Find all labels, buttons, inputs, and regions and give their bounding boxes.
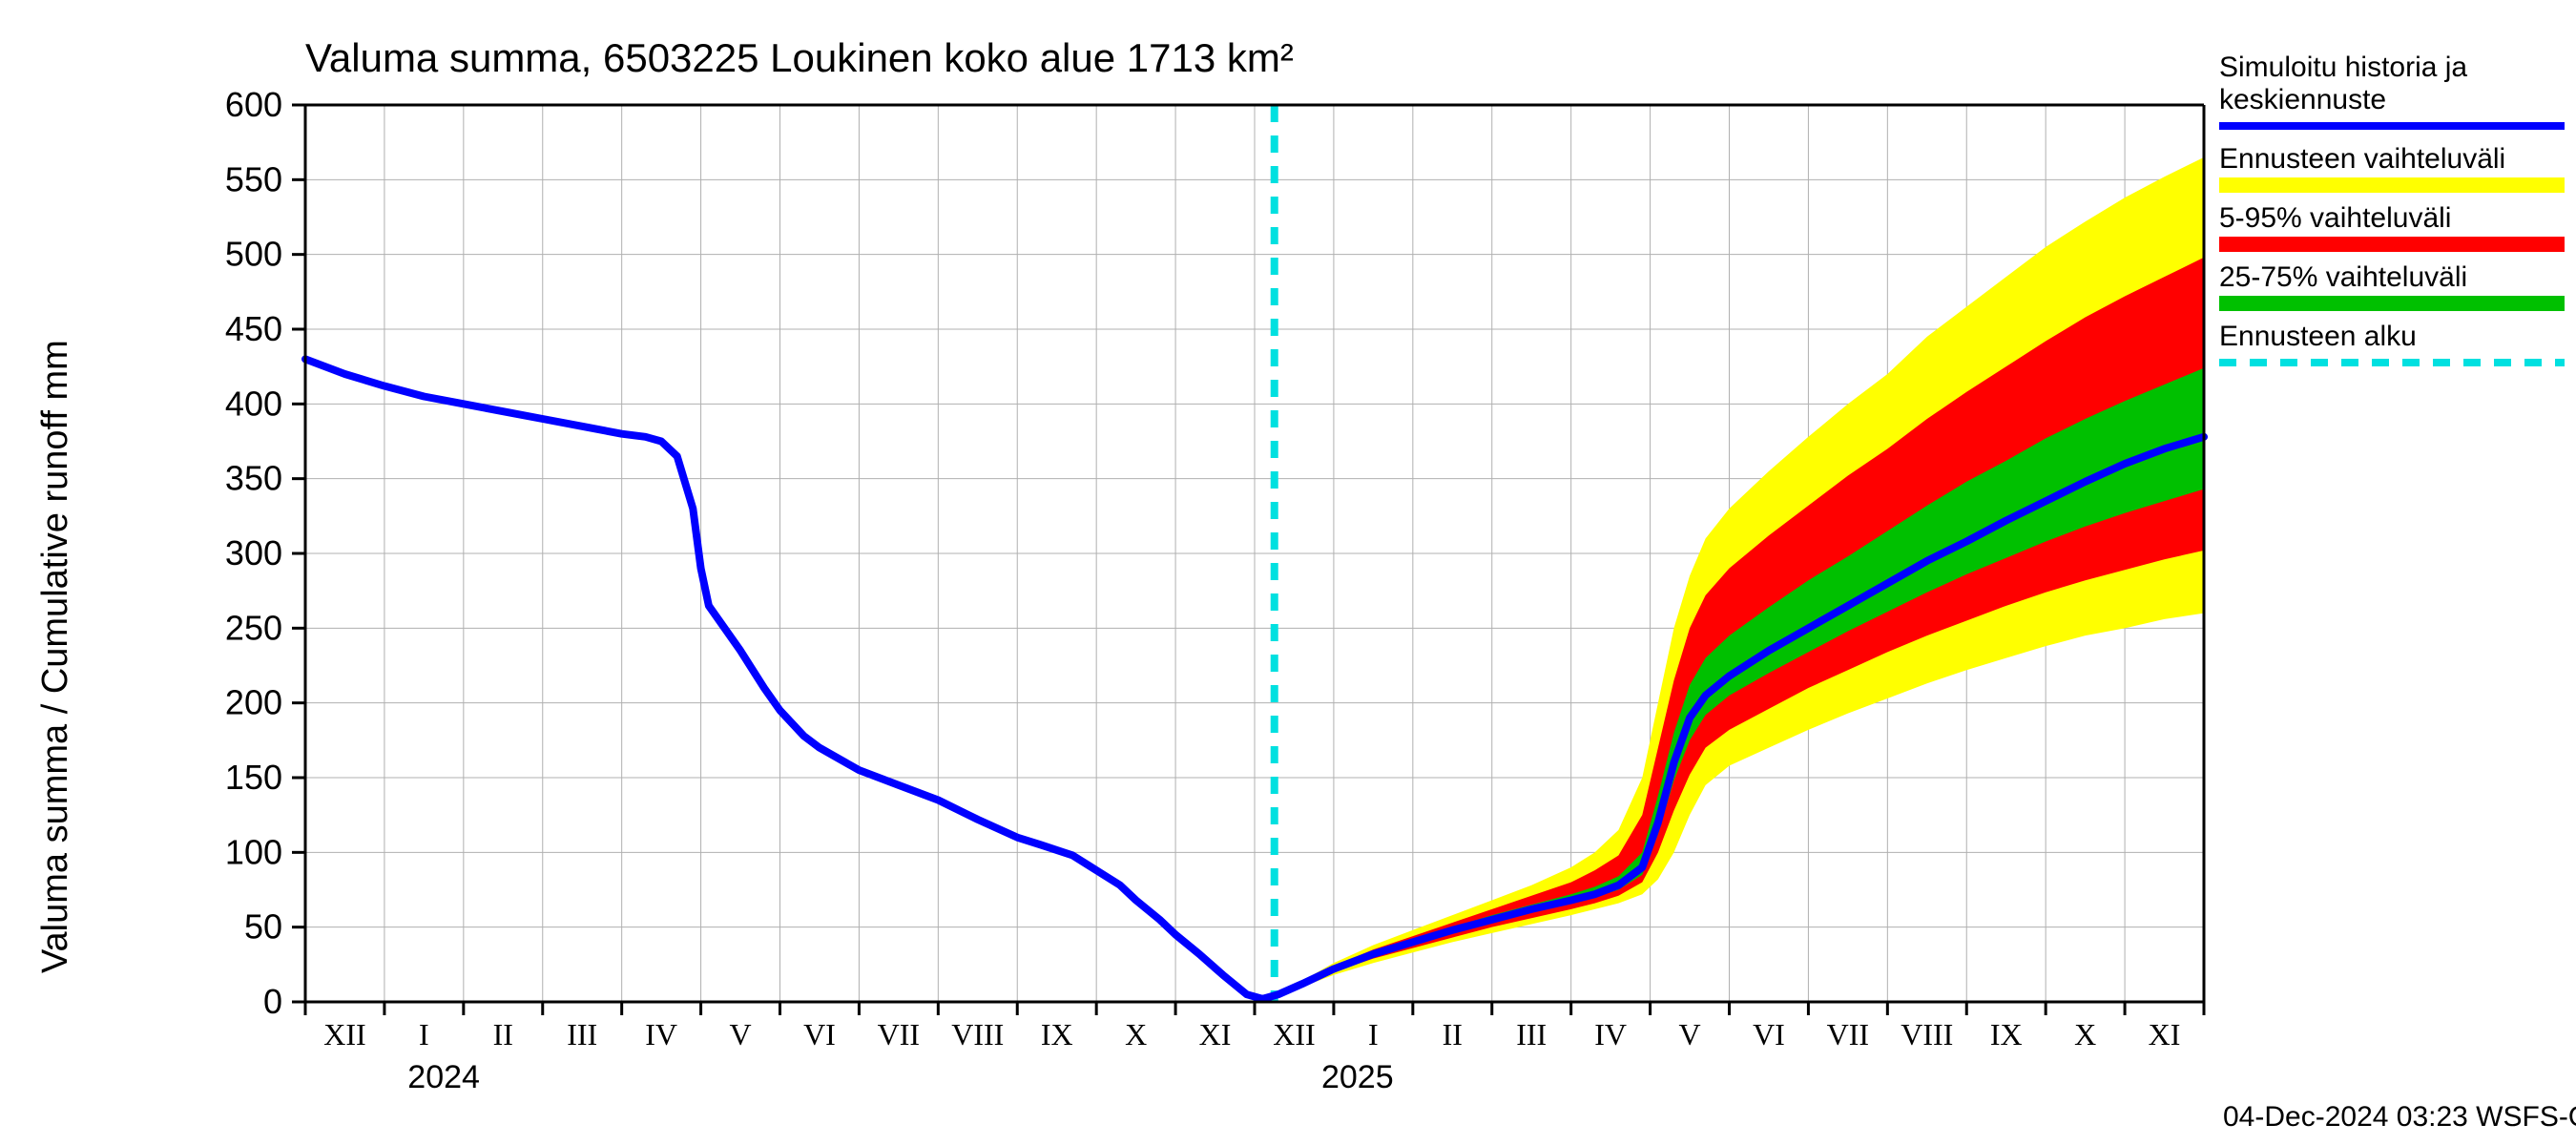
x-month-label: X xyxy=(2074,1017,2096,1051)
y-tick-label: 250 xyxy=(225,608,282,647)
y-tick-label: 450 xyxy=(225,309,282,348)
x-month-label: VI xyxy=(803,1017,836,1051)
x-month-label: XII xyxy=(323,1017,365,1051)
chart-title: Valuma summa, 6503225 Loukinen koko alue… xyxy=(305,35,1294,80)
x-month-label: VIII xyxy=(951,1017,1004,1051)
y-tick-label: 150 xyxy=(225,758,282,797)
x-month-label: XII xyxy=(1273,1017,1315,1051)
legend-label: Simuloitu historia ja xyxy=(2219,52,2467,83)
x-month-label: II xyxy=(493,1017,513,1051)
x-month-label: III xyxy=(1516,1017,1547,1051)
legend-swatch xyxy=(2219,177,2565,193)
y-tick-label: 600 xyxy=(225,85,282,124)
x-month-label: IX xyxy=(1990,1017,2023,1051)
legend-swatch xyxy=(2219,296,2565,311)
legend-label: keskiennuste xyxy=(2219,84,2386,115)
footer-text: 04-Dec-2024 03:23 WSFS-O xyxy=(2223,1101,2576,1133)
legend-swatch xyxy=(2219,237,2565,252)
x-month-label: I xyxy=(1368,1017,1379,1051)
y-axis-label: Valuma summa / Cumulative runoff mm xyxy=(35,340,75,973)
legend-label: 5-95% vaihteluväli xyxy=(2219,202,2451,234)
y-tick-label: 200 xyxy=(225,683,282,722)
x-month-label: IV xyxy=(645,1017,677,1051)
y-tick-label: 500 xyxy=(225,235,282,274)
y-tick-label: 50 xyxy=(244,907,282,947)
x-month-label: V xyxy=(1678,1017,1700,1051)
x-month-label: IX xyxy=(1041,1017,1073,1051)
legend-label: 25-75% vaihteluväli xyxy=(2219,261,2467,293)
x-month-label: VII xyxy=(1827,1017,1869,1051)
y-tick-label: 550 xyxy=(225,159,282,198)
runoff-chart: Valuma summa, 6503225 Loukinen koko alue… xyxy=(0,0,2576,1145)
x-month-label: III xyxy=(567,1017,597,1051)
x-month-label: II xyxy=(1443,1017,1463,1051)
x-month-label: VI xyxy=(1753,1017,1785,1051)
x-month-label: I xyxy=(419,1017,429,1051)
y-tick-label: 400 xyxy=(225,384,282,423)
x-month-label: VIII xyxy=(1901,1017,1953,1051)
plot-area: 050100150200250300350400450500550600XIII… xyxy=(225,85,2204,1095)
x-month-label: VII xyxy=(878,1017,920,1051)
y-tick-label: 350 xyxy=(225,459,282,498)
legend-label: Ennusteen alku xyxy=(2219,321,2417,352)
y-tick-label: 300 xyxy=(225,533,282,572)
x-month-label: XI xyxy=(1199,1017,1232,1051)
legend-label: Ennusteen vaihteluväli xyxy=(2219,143,2505,175)
x-month-label: IV xyxy=(1594,1017,1627,1051)
x-month-label: X xyxy=(1125,1017,1147,1051)
y-tick-label: 100 xyxy=(225,832,282,871)
legend: Simuloitu historia jakeskiennuste Ennuste… xyxy=(2219,52,2565,363)
x-month-label: V xyxy=(729,1017,751,1051)
y-tick-label: 0 xyxy=(263,982,282,1021)
x-year-label: 2024 xyxy=(407,1059,480,1095)
x-year-label: 2025 xyxy=(1321,1059,1394,1095)
x-month-label: XI xyxy=(2149,1017,2181,1051)
